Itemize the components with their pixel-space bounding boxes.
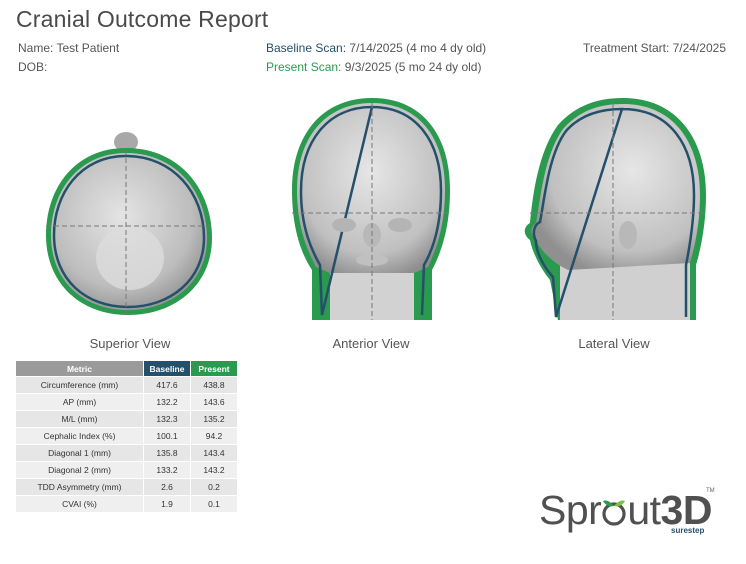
present-cell: 94.2 [190, 427, 238, 445]
superior-view-image [46, 132, 212, 315]
present-scan-info: Present Scan: 9/3/2025 (5 mo 24 dy old) [266, 60, 481, 74]
head-shape [297, 103, 445, 273]
baseline-cell: 135.8 [143, 444, 191, 462]
table-row: Cephalic Index (%) 100.1 94.2 [15, 427, 238, 445]
baseline-outline [532, 107, 696, 318]
baseline-cell: 1.9 [143, 495, 191, 513]
baseline-outline [299, 105, 443, 316]
metrics-table: Metric Baseline Present Circumference (m… [15, 360, 238, 513]
metric-cell: Diagonal 2 (mm) [15, 461, 144, 479]
baseline-scan-info: Baseline Scan: 7/14/2025 (4 mo 4 dy old) [266, 41, 486, 55]
patient-dob: DOB: [18, 60, 48, 74]
table-row: Diagonal 2 (mm) 133.2 143.2 [15, 461, 238, 479]
table-row: Circumference (mm) 417.6 438.8 [15, 376, 238, 394]
metric-cell: M/L (mm) [15, 410, 144, 428]
logo-wordmark: Spr ut3D [539, 486, 712, 534]
present-cell: 0.1 [190, 495, 238, 513]
patient-name: Name: Test Patient [18, 41, 120, 55]
present-cell: 143.6 [190, 393, 238, 411]
baseline-cell: 133.2 [143, 461, 191, 479]
logo-text-b: ut [627, 487, 661, 533]
table-row: Diagonal 1 (mm) 135.8 143.4 [15, 444, 238, 462]
baseline-cell: 2.6 [143, 478, 191, 496]
sprout-leaf-icon [602, 500, 626, 526]
present-scan-label: Present Scan: [266, 60, 342, 74]
present-column-header: Present [190, 360, 238, 377]
superior-view-label: Superior View [89, 336, 171, 351]
anterior-view-label: Anterior View [332, 336, 410, 351]
present-cell: 0.2 [190, 478, 238, 496]
head-shape [531, 104, 700, 270]
nose-shape [114, 132, 138, 152]
baseline-cell: 100.1 [143, 427, 191, 445]
baseline-scan-value: 7/14/2025 (4 mo 4 dy old) [349, 41, 487, 55]
head-highlight [96, 226, 164, 290]
table-row: TDD Asymmetry (mm) 2.6 0.2 [15, 478, 238, 496]
anterior-view-image [292, 98, 450, 320]
baseline-column-header: Baseline [143, 360, 191, 377]
present-scan-value: 9/3/2025 (5 mo 24 dy old) [344, 60, 482, 74]
lateral-view-label: Lateral View [578, 336, 650, 351]
table-header-row: Metric Baseline Present [15, 360, 238, 377]
baseline-scan-label: Baseline Scan: [266, 41, 347, 55]
left-eye-shape [332, 218, 356, 232]
present-cell: 438.8 [190, 376, 238, 394]
present-cell: 135.2 [190, 410, 238, 428]
present-cell: 143.4 [190, 444, 238, 462]
baseline-cell: 417.6 [143, 376, 191, 394]
metric-cell: TDD Asymmetry (mm) [15, 478, 144, 496]
logo-text-a: Spr [539, 487, 602, 533]
present-cell: 143.2 [190, 461, 238, 479]
logo-trademark: TM [706, 488, 715, 494]
metric-cell: Diagonal 1 (mm) [15, 444, 144, 462]
neck-shape [560, 260, 690, 320]
baseline-cell: 132.2 [143, 393, 191, 411]
metric-cell: Circumference (mm) [15, 376, 144, 394]
logo-subbrand: surestep [671, 526, 705, 535]
logo-text-c: 3D [660, 487, 713, 533]
metric-column-header: Metric [15, 360, 144, 377]
metric-cell: AP (mm) [15, 393, 144, 411]
table-row: CVAI (%) 1.9 0.1 [15, 495, 238, 513]
baseline-outline [52, 154, 206, 309]
metric-cell: Cephalic Index (%) [15, 427, 144, 445]
right-eye-shape [388, 218, 412, 232]
metric-cell: CVAI (%) [15, 495, 144, 513]
table-row: AP (mm) 132.2 143.6 [15, 393, 238, 411]
page-title: Cranial Outcome Report [16, 6, 269, 32]
treatment-start: Treatment Start: 7/24/2025 [583, 41, 726, 55]
sprout3d-logo: Spr ut3D TM surestep [539, 486, 719, 536]
baseline-cell: 132.3 [143, 410, 191, 428]
table-row: M/L (mm) 132.3 135.2 [15, 410, 238, 428]
ear-shape [619, 221, 637, 249]
lateral-view-image [524, 98, 706, 320]
